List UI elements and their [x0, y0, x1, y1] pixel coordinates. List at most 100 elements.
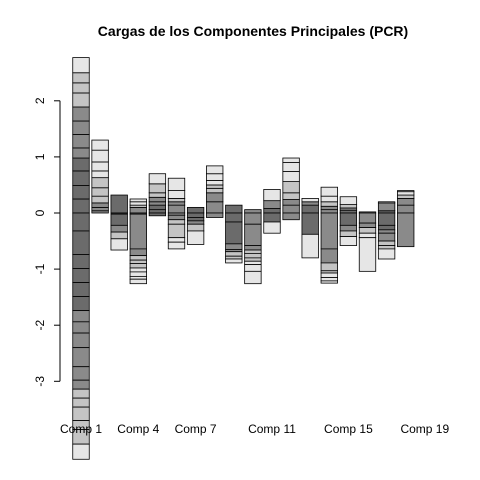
bar-segment — [73, 93, 90, 107]
bar-10 — [245, 210, 262, 284]
bar-segment — [206, 174, 223, 181]
bar-segment — [245, 210, 262, 213]
bar-segment — [245, 265, 262, 272]
bar-segment — [149, 193, 166, 197]
bar-7 — [187, 207, 204, 244]
bar-segment — [245, 246, 262, 250]
bar-segment — [187, 207, 204, 213]
bar-segment — [226, 205, 243, 213]
bar-segment — [283, 193, 300, 200]
bar-segment — [92, 162, 109, 171]
bar-segment — [283, 205, 300, 213]
bar-segment — [245, 250, 262, 253]
bar-segment — [321, 202, 338, 206]
bar-segment — [168, 205, 185, 213]
bar-segment — [321, 273, 338, 277]
bar-segment — [73, 231, 90, 255]
bar-segment — [130, 207, 147, 213]
bar-segment — [321, 213, 338, 249]
bar-segment — [92, 203, 109, 207]
bar-1 — [73, 58, 90, 460]
bar-segment — [283, 200, 300, 206]
bar-segment — [264, 222, 281, 233]
bar-segment — [397, 191, 414, 192]
bar-segment — [340, 210, 357, 213]
bar-segment — [321, 263, 338, 271]
bar-segment — [206, 180, 223, 184]
bar-segment — [168, 198, 185, 201]
bar-segment — [168, 238, 185, 242]
bar-segment — [168, 215, 185, 219]
bar-segment — [397, 213, 414, 247]
bar-segment — [73, 348, 90, 367]
bar-segment — [321, 196, 338, 202]
x-tick-label: Comp 15 — [324, 422, 373, 436]
bar-segment — [149, 210, 166, 213]
bar-segment — [340, 197, 357, 205]
bar-segment — [187, 221, 204, 224]
bar-segment — [92, 196, 109, 203]
bar-segment — [283, 182, 300, 193]
bar-segment — [378, 246, 395, 249]
bar-segment — [321, 206, 338, 209]
bar-segment — [302, 234, 319, 258]
bar-segment — [73, 333, 90, 348]
bar-segment — [264, 201, 281, 209]
bar-segment — [187, 213, 204, 217]
x-tick-label: Comp 7 — [175, 422, 217, 436]
bar-segment — [264, 209, 281, 213]
bar-segment — [73, 121, 90, 134]
bar-segment — [397, 192, 414, 195]
bar-13 — [302, 198, 319, 257]
bar-segment — [302, 202, 319, 205]
bar-segment — [149, 205, 166, 209]
bar-segment — [321, 278, 338, 281]
x-tick-label: Comp 4 — [117, 422, 159, 436]
bar-12 — [283, 158, 300, 220]
bar-segment — [283, 213, 300, 220]
bar-segment — [73, 199, 90, 213]
bar-segment — [226, 213, 243, 222]
x-axis: Comp 1 Comp 4 Comp 7 Comp 11 Comp 15 Comp 19 — [60, 422, 449, 436]
bar-18 — [397, 191, 414, 247]
bar-segment — [149, 197, 166, 201]
bar-segment — [302, 213, 319, 234]
bar-11 — [264, 189, 281, 233]
bar-segment — [264, 213, 281, 222]
bar-segment — [92, 140, 109, 150]
bar-segment — [302, 198, 319, 201]
y-tick-label: 2 — [33, 97, 47, 104]
bar-segment — [73, 380, 90, 389]
y-tick-label: -2 — [33, 320, 47, 331]
bar-segment — [92, 150, 109, 162]
bar-segment — [359, 238, 376, 272]
bar-segment — [340, 205, 357, 208]
bar-segment — [130, 214, 147, 249]
bar-segment — [206, 213, 223, 217]
bar-16 — [359, 212, 376, 271]
bar-3 — [111, 195, 128, 250]
bar-segment — [340, 237, 357, 246]
bar-segment — [245, 224, 262, 245]
bar-segment — [321, 187, 338, 196]
y-tick-label: 1 — [33, 153, 47, 160]
bar-segment — [130, 276, 147, 279]
bar-segment — [149, 202, 166, 205]
bar-segment — [130, 260, 147, 263]
bar-segment — [340, 213, 357, 225]
bar-segment — [130, 268, 147, 272]
bar-segment — [283, 158, 300, 162]
y-tick-label: 0 — [33, 209, 47, 216]
bar-segment — [359, 223, 376, 227]
bar-segment — [73, 389, 90, 398]
y-axis: -3 -2 -1 0 1 2 — [33, 97, 60, 386]
bar-segment — [73, 367, 90, 380]
x-tick-label: Comp 1 — [60, 422, 102, 436]
bar-15 — [340, 197, 357, 246]
bar-segment — [245, 261, 262, 264]
bar-segment — [73, 269, 90, 283]
bar-segment — [111, 239, 128, 250]
bar-segment — [302, 205, 319, 213]
bar-segment — [226, 244, 243, 250]
